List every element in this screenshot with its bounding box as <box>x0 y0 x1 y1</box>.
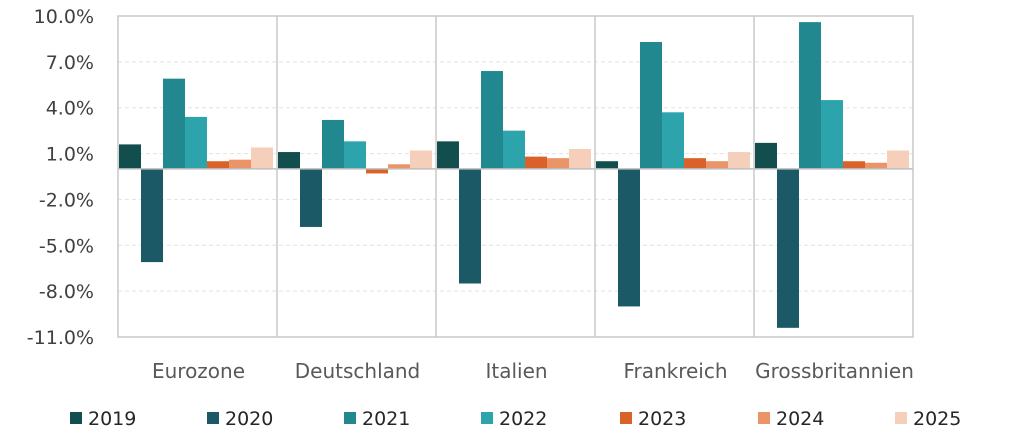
bar-2021-deutschland <box>322 119 344 169</box>
y-tick-label: 10.0% <box>34 6 94 28</box>
bar-2025-grossbritannien <box>887 150 909 169</box>
bar-2019-italien <box>437 141 459 169</box>
y-tick-label: -11.0% <box>27 327 94 349</box>
bars <box>119 22 909 328</box>
bar-2022-frankreich <box>662 112 684 169</box>
legend-item-2022: 2022 <box>481 408 547 430</box>
bar-2024-frankreich <box>706 161 728 169</box>
plot-border <box>117 15 914 338</box>
bar-2022-eurozone <box>185 116 207 169</box>
y-axis: 10.0% 7.0% 4.0% 1.0% -2.0% -5.0% -8.0% -11.0% <box>27 6 94 349</box>
legend-swatch <box>620 412 632 424</box>
legend-swatch <box>344 412 356 424</box>
legend-label: 2019 <box>88 408 136 430</box>
legend: 2019 2020 2021 2022 2023 2024 2025 <box>70 408 961 430</box>
legend-swatch <box>70 412 82 424</box>
y-tick-label: 7.0% <box>46 52 94 74</box>
bar-2019-frankreich <box>596 161 618 169</box>
y-tick-label: -8.0% <box>39 281 94 303</box>
bar-2022-grossbritannien <box>821 100 843 169</box>
bar-2024-eurozone <box>229 159 251 169</box>
bar-2022-italien <box>503 130 525 169</box>
bar-2021-eurozone <box>163 78 185 169</box>
legend-item-2023: 2023 <box>620 408 686 430</box>
bar-2024-deutschland <box>388 164 410 169</box>
legend-item-2021: 2021 <box>344 408 410 430</box>
bar-2025-italien <box>569 148 591 169</box>
bar-2024-grossbritannien <box>865 162 887 169</box>
legend-swatch <box>207 412 219 424</box>
bar-2023-grossbritannien <box>843 161 865 169</box>
legend-label: 2024 <box>776 408 824 430</box>
bar-2025-deutschland <box>410 150 432 169</box>
bar-2020-italien <box>459 168 481 284</box>
legend-swatch <box>895 412 907 424</box>
bar-2019-deutschland <box>278 152 300 169</box>
bar-2025-frankreich <box>728 152 750 169</box>
legend-label: 2022 <box>499 408 547 430</box>
y-tick-label: -2.0% <box>39 189 94 211</box>
legend-item-2020: 2020 <box>207 408 273 430</box>
x-category-label: Frankreich <box>623 359 727 383</box>
y-tick-label: 1.0% <box>46 144 94 166</box>
y-tick-label: 4.0% <box>46 98 94 120</box>
x-category-label: Deutschland <box>295 359 421 383</box>
bar-2023-eurozone <box>207 161 229 169</box>
x-axis: Eurozone Deutschland Italien Frankreich Gros… <box>152 359 914 383</box>
bar-2019-eurozone <box>119 144 141 169</box>
legend-label: 2021 <box>362 408 410 430</box>
bar-2021-frankreich <box>640 41 662 169</box>
legend-label: 2025 <box>913 408 961 430</box>
bar-2019-grossbritannien <box>755 142 777 169</box>
legend-label: 2020 <box>225 408 273 430</box>
bar-2022-deutschland <box>344 141 366 169</box>
bar-2023-deutschland <box>366 168 388 174</box>
bar-2024-italien <box>547 158 569 169</box>
y-tick-label: -5.0% <box>39 235 94 257</box>
legend-swatch <box>758 412 770 424</box>
bar-2020-eurozone <box>141 168 163 263</box>
bar-2020-deutschland <box>300 168 322 227</box>
bar-2025-eurozone <box>251 147 273 169</box>
bar-2020-frankreich <box>618 168 640 307</box>
bar-2021-italien <box>481 71 503 169</box>
legend-swatch <box>481 412 493 424</box>
legend-label: 2023 <box>638 408 686 430</box>
bar-2023-frankreich <box>684 158 706 169</box>
bar-2023-italien <box>525 156 547 169</box>
legend-item-2019: 2019 <box>70 408 136 430</box>
plot-frame <box>117 15 914 338</box>
bar-2020-grossbritannien <box>777 168 799 328</box>
legend-item-2024: 2024 <box>758 408 824 430</box>
x-category-label: Italien <box>485 359 547 383</box>
bar-2021-grossbritannien <box>799 22 821 169</box>
legend-item-2025: 2025 <box>895 408 961 430</box>
x-category-label: Grossbritannien <box>755 359 914 383</box>
x-category-label: Eurozone <box>152 359 245 383</box>
